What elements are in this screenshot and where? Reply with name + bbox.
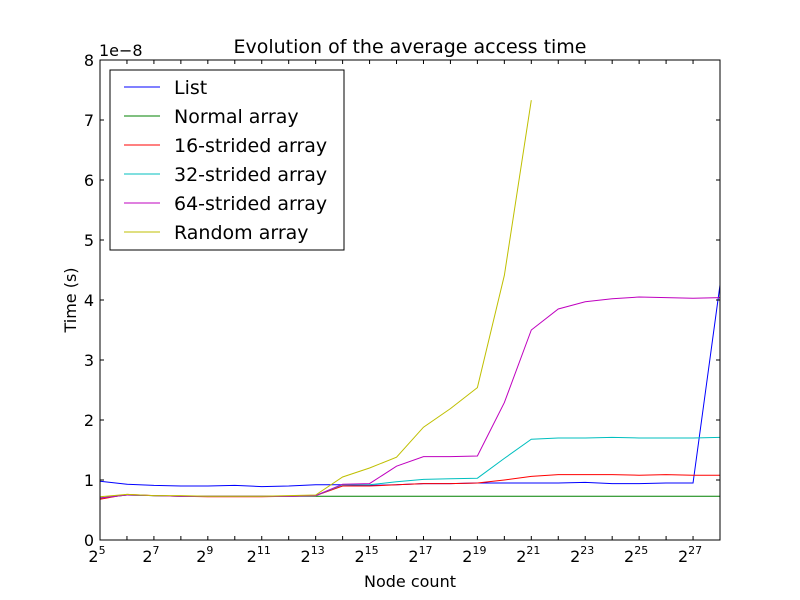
y-tick-label: 5	[84, 231, 94, 250]
x-tick-label: 27	[142, 544, 159, 566]
x-tick-label: 219	[462, 544, 486, 566]
legend: List Normal array 16-strided array 32-strid…	[109, 69, 345, 251]
series-line-list	[100, 284, 720, 488]
plot-frame	[99, 59, 721, 541]
y-tick-label: 3	[84, 351, 94, 370]
y-tick-label: 4	[84, 291, 94, 310]
series-line-random-array	[100, 100, 532, 498]
legend-label-normal-array: Normal array	[174, 106, 299, 128]
x-tick-label: 213	[301, 544, 325, 566]
x-tick-label: 29	[196, 544, 213, 566]
x-tick-label: 211	[247, 544, 271, 566]
x-axis-label: Node count	[364, 572, 456, 591]
tick-labels: 25 27 29 211 213 215 217 219 221 223 225 227 0 1 2 3 4 5 6…	[84, 51, 702, 566]
series-line-64-strided-array	[100, 296, 720, 499]
legend-label-32-strided-array: 32-strided array	[174, 164, 327, 186]
y-tick-label: 8	[84, 51, 94, 70]
legend-box	[109, 69, 345, 251]
axis-ticks	[99, 59, 721, 541]
series-line-32-strided-array	[100, 436, 720, 499]
x-tick-label: 225	[624, 544, 648, 566]
x-tick-label: 25	[88, 544, 105, 566]
y-tick-label: 2	[84, 411, 94, 430]
y-tick-label: 6	[84, 171, 94, 190]
series-lines	[100, 100, 720, 500]
x-tick-label: 217	[408, 544, 432, 566]
y-tick-label: 0	[84, 531, 94, 550]
y-tick-label: 1	[84, 471, 94, 490]
legend-label-64-strided-array: 64-strided array	[174, 193, 327, 215]
legend-label-16-strided-array: 16-strided array	[174, 135, 327, 157]
y-axis-label: Time (s)	[61, 267, 80, 333]
legend-label-random-array: Random array	[174, 222, 309, 244]
x-tick-label: 223	[570, 544, 594, 566]
y-tick-label: 7	[84, 111, 94, 130]
chart-title: Evolution of the average access time	[233, 36, 586, 58]
x-tick-label: 215	[354, 544, 378, 566]
x-tick-label: 227	[678, 544, 702, 566]
legend-label-list: List	[174, 77, 207, 99]
x-tick-label: 221	[516, 544, 540, 566]
y-axis-offset-label: 1e−8	[99, 41, 143, 60]
